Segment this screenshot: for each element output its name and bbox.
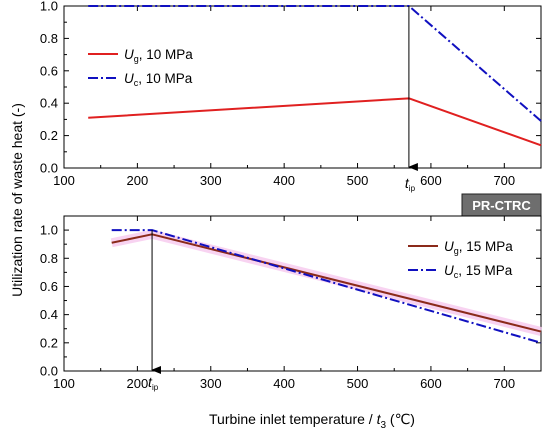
top-x-tick-label: 600 [420, 173, 442, 188]
legend-subscript: c [454, 270, 459, 280]
bottom-plot-frame [63, 215, 542, 372]
top-x-tick-label: 100 [53, 173, 75, 188]
bottom-x-tick-label: 700 [493, 376, 515, 391]
x-axis-title-main: Turbine inlet temperature / [209, 411, 377, 427]
top-tip-label: tip [405, 175, 416, 193]
legend-rest: , 15 MPa [458, 263, 513, 278]
top-tip-label-main: t [405, 175, 410, 191]
bottom-y-tick-label: 0.2 [40, 335, 58, 350]
bottom-x-tick-label: 300 [200, 376, 222, 391]
top-x-tick-label: 200 [127, 173, 149, 188]
top-y-tick-label: 0.4 [40, 96, 58, 111]
legend-subscript: c [134, 78, 139, 88]
legend-subscript: g [134, 54, 139, 64]
x-axis-title: Turbine inlet temperature / t3 (℃) [209, 411, 415, 431]
top-tip-marker: tip [405, 6, 418, 193]
legend-symbol: U [444, 239, 454, 254]
top-y-tick-label: 0.2 [40, 128, 58, 143]
legend-symbol: U [124, 47, 134, 62]
legend-symbol: U [444, 263, 454, 278]
bottom-x-tick-label: 100 [53, 376, 75, 391]
top-y-tick-label: 1.0 [40, 0, 58, 14]
bottom-legend-label-c: Uc, 15 MPa [444, 263, 513, 280]
bottom-x-tick-label: 600 [420, 376, 442, 391]
bottom-y-tick-label: 0.8 [40, 251, 58, 266]
top-y-tick-label: 0.6 [40, 63, 58, 78]
bottom-legend-label-g: Ug, 15 MPa [444, 239, 513, 256]
y-axis-title: Utilization rate of waste heat (-) [9, 103, 25, 297]
bottom-ticks: 100 200 300 400 500 600 700 0.0 0.2 0.4 0.6 0.8 1.0 [40, 216, 541, 391]
top-tip-label-sub: ip [409, 184, 416, 193]
legend-rest: , 10 MPa [139, 47, 194, 62]
top-y-tick-label: 0.0 [40, 161, 58, 176]
bottom-tip-label: tip [148, 374, 159, 392]
top-ticks: 100 200 300 400 500 600 700 0.0 0.2 0.4 0.6 0.8 1.0 [40, 0, 541, 188]
bottom-y-tick-label: 0.6 [40, 279, 58, 294]
bottom-x-tick-label: 500 [347, 376, 369, 391]
pr-ctrc-badge: PR-CTRC [461, 193, 542, 217]
bottom-x-tick-label: 200 [127, 376, 149, 391]
bottom-x-tick-label: 400 [273, 376, 295, 391]
top-legend-label-c: Uc, 10 MPa [124, 71, 193, 88]
legend-rest: , 15 MPa [459, 239, 514, 254]
top-x-tick-label: 500 [347, 173, 369, 188]
bottom-y-tick-label: 1.0 [40, 223, 58, 238]
legend-rest: , 10 MPa [138, 71, 193, 86]
top-x-tick-label: 700 [493, 173, 515, 188]
top-plot-frame [63, 5, 542, 169]
legend-subscript: g [454, 246, 459, 256]
x-axis-title-unit: (℃) [386, 411, 415, 427]
bottom-tip-label-sub: ip [152, 383, 159, 392]
legend-symbol: U [124, 71, 134, 86]
bottom-tip-marker: tip [148, 230, 162, 392]
top-x-tick-label: 300 [200, 173, 222, 188]
top-panel: 100 200 300 400 500 600 7000.00.20.40.60.81.0 … [40, 0, 542, 193]
bottom-tip-label-main: t [148, 374, 153, 390]
badge-label: PR-CTRC [472, 198, 531, 213]
x-axis-title-var: t [377, 411, 382, 427]
bottom-panel: 100 200 300 400 500 600 7000.00.20.40.60.81.0 … [40, 215, 543, 392]
bottom-y-tick-label: 0.4 [40, 307, 58, 322]
top-x-tick-label: 400 [273, 173, 295, 188]
x-axis-title-sub: 3 [380, 420, 386, 431]
top-y-tick-label: 0.8 [40, 31, 58, 46]
top-legend-label-g: Ug, 10 MPa [124, 47, 193, 64]
bottom-y-tick-label: 0.0 [40, 364, 58, 379]
